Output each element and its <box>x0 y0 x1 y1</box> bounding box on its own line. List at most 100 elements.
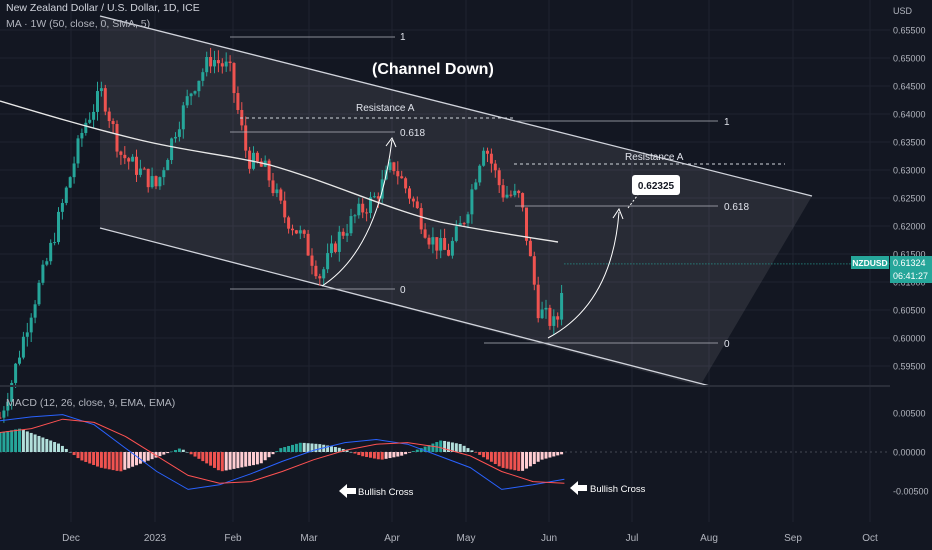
macd-pane <box>0 414 565 490</box>
candle-body <box>197 80 201 92</box>
candle-body <box>248 150 252 169</box>
macd-histogram-bar <box>131 452 135 467</box>
bullish-cross-arrow-2 <box>570 481 587 495</box>
candle-body <box>103 88 107 112</box>
candle-body <box>174 136 177 139</box>
fib-left-0-label: 0 <box>400 285 406 296</box>
macd-histogram-bar <box>181 449 185 452</box>
macd-histogram-bar <box>92 452 96 465</box>
macd-histogram-bar <box>431 443 435 452</box>
candle-body <box>14 363 18 383</box>
macd-indicator-label[interactable]: MACD (12, 26, close, 9, EMA, EMA) <box>6 397 176 409</box>
candle-body <box>283 200 287 218</box>
candle-body <box>548 307 552 326</box>
candle-body <box>216 60 220 64</box>
candle-body <box>493 163 497 171</box>
candle-body <box>135 156 138 175</box>
candle-body <box>37 282 41 305</box>
candle-body <box>76 138 80 164</box>
ticker-badge-text: NZDUSD <box>852 258 887 268</box>
candle-body <box>131 156 135 162</box>
macd-histogram-bar <box>150 452 154 460</box>
macd-line <box>0 414 565 490</box>
candle-body <box>505 194 509 198</box>
macd-histogram-bar <box>400 452 404 456</box>
macd-histogram-bar <box>427 445 431 452</box>
macd-histogram-bar <box>404 452 408 455</box>
macd-histogram-bar <box>6 430 10 452</box>
candle-body <box>291 228 294 231</box>
macd-histogram-bar <box>271 452 275 455</box>
candle-body <box>45 261 49 265</box>
target-callout-value: 0.62325 <box>638 181 675 192</box>
candle-body <box>361 203 365 213</box>
candle-body <box>158 177 162 187</box>
candle-body <box>115 124 119 152</box>
candle-body <box>185 96 189 106</box>
macd-histogram-bar <box>10 430 14 452</box>
x-tick-label: Jul <box>626 533 639 544</box>
candle-body <box>556 316 560 320</box>
macd-histogram-bar <box>509 452 513 470</box>
resistance-a-left-label: Resistance A <box>356 103 415 114</box>
bullish-cross-label-2: Bullish Cross <box>590 484 646 495</box>
x-tick-label: Apr <box>384 533 400 544</box>
candle-body <box>298 230 302 234</box>
candle-body <box>57 211 60 243</box>
candle-body <box>466 214 470 224</box>
candle-body <box>209 57 213 67</box>
y-tick-label: 0.60500 <box>893 306 926 316</box>
macd-histogram-bar <box>349 452 353 453</box>
candle-body <box>6 401 10 411</box>
macd-histogram-bar <box>482 452 486 458</box>
candle-body <box>33 304 37 318</box>
macd-histogram-bar <box>536 452 540 462</box>
macd-histogram-bar <box>18 428 21 452</box>
macd-histogram-bar <box>318 444 322 452</box>
macd-histogram-bar <box>388 452 392 459</box>
macd-histogram-bar <box>205 452 209 464</box>
x-tick-label: 2023 <box>144 533 167 544</box>
candle-body <box>474 182 478 190</box>
candle-body <box>213 60 216 67</box>
candle-body <box>60 202 64 212</box>
macd-histogram-bar <box>380 452 384 460</box>
ma-indicator-label[interactable]: MA · 1W (50, close, 0, SMA, 5) <box>6 18 151 30</box>
symbol-title[interactable]: New Zealand Dollar / U.S. Dollar, 1D, IC… <box>6 2 200 14</box>
macd-histogram-bar <box>513 452 517 471</box>
candle-body <box>544 307 548 310</box>
candle-body <box>380 179 384 199</box>
candle-body <box>2 410 6 418</box>
macd-histogram-bar <box>302 442 306 452</box>
macd-histogram-bar <box>552 452 556 457</box>
macd-histogram-bar <box>450 442 454 452</box>
candlestick-series <box>0 47 890 423</box>
candle-body <box>447 249 450 256</box>
macd-histogram-bar <box>142 452 146 463</box>
macd-histogram-bar <box>392 452 396 458</box>
price-badge-countdown: 06:41:27 <box>893 271 928 281</box>
bullish-cross-label-1: Bullish Cross <box>358 487 414 498</box>
macd-histogram-bar <box>209 452 213 466</box>
macd-histogram-bar <box>478 452 482 455</box>
candle-body <box>29 317 33 333</box>
candle-body <box>302 230 306 234</box>
macd-histogram-bar <box>357 452 361 456</box>
candle-body <box>517 190 521 194</box>
macd-histogram-bar <box>248 452 252 466</box>
macd-histogram-bar <box>283 447 287 452</box>
candle-body <box>228 61 232 64</box>
macd-histogram-bar <box>306 443 310 452</box>
candle-body <box>84 122 88 133</box>
candle-body <box>408 188 411 199</box>
macd-histogram-bar <box>0 432 2 452</box>
candle-body <box>189 93 193 97</box>
macd-histogram-bar <box>263 452 267 461</box>
macd-histogram-bar <box>267 452 271 458</box>
macd-histogram-bar <box>408 452 411 453</box>
curved-arrow-left <box>321 139 393 287</box>
candle-body <box>294 230 298 234</box>
macd-histogram-bar <box>213 452 216 468</box>
macd-histogram-bar <box>419 448 423 452</box>
